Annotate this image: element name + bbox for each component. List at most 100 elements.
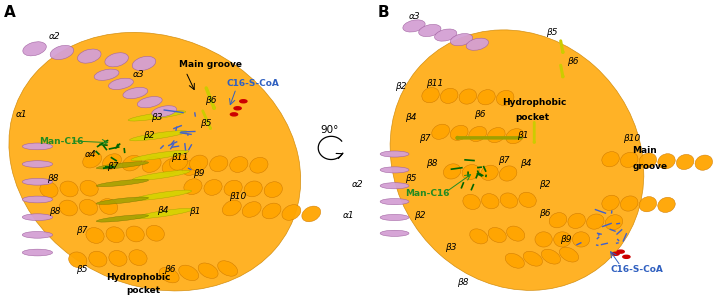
Ellipse shape <box>131 150 189 161</box>
Ellipse shape <box>105 53 128 67</box>
Text: β6: β6 <box>205 96 217 105</box>
Ellipse shape <box>500 166 517 181</box>
Ellipse shape <box>658 197 675 213</box>
Ellipse shape <box>198 263 218 278</box>
Ellipse shape <box>639 197 657 212</box>
Circle shape <box>230 113 238 116</box>
Text: β6: β6 <box>164 265 176 275</box>
Text: β8: β8 <box>47 174 58 183</box>
Text: β6: β6 <box>567 56 579 66</box>
Ellipse shape <box>159 267 179 283</box>
Text: α1: α1 <box>16 110 27 119</box>
Text: β10: β10 <box>229 192 246 201</box>
Ellipse shape <box>138 97 162 108</box>
Text: Main groove: Main groove <box>179 59 242 69</box>
Text: B: B <box>378 5 390 20</box>
Text: Main: Main <box>632 146 657 156</box>
Text: α3: α3 <box>133 70 145 79</box>
Ellipse shape <box>184 179 202 195</box>
Text: α2: α2 <box>49 32 60 41</box>
Ellipse shape <box>380 230 409 236</box>
Ellipse shape <box>123 88 148 99</box>
Ellipse shape <box>639 153 657 168</box>
Ellipse shape <box>451 34 472 46</box>
Ellipse shape <box>23 42 46 56</box>
Ellipse shape <box>500 193 518 208</box>
Ellipse shape <box>568 213 585 228</box>
Text: β8: β8 <box>457 278 469 287</box>
Ellipse shape <box>506 129 523 144</box>
Ellipse shape <box>463 194 480 210</box>
Ellipse shape <box>152 106 176 117</box>
Ellipse shape <box>602 195 619 210</box>
Ellipse shape <box>106 227 125 242</box>
Ellipse shape <box>507 226 525 241</box>
Text: β4: β4 <box>405 113 416 122</box>
Ellipse shape <box>96 162 148 169</box>
Ellipse shape <box>146 225 164 241</box>
Ellipse shape <box>96 197 148 204</box>
Ellipse shape <box>250 157 268 173</box>
Ellipse shape <box>459 89 477 104</box>
Ellipse shape <box>135 208 193 219</box>
Circle shape <box>240 100 247 103</box>
Ellipse shape <box>676 154 694 170</box>
Text: Man-C16: Man-C16 <box>40 137 84 146</box>
Text: pocket: pocket <box>126 286 160 295</box>
Text: C16-S-CoA: C16-S-CoA <box>611 265 663 275</box>
Ellipse shape <box>242 202 261 217</box>
Text: β5: β5 <box>76 265 87 275</box>
Ellipse shape <box>59 200 78 216</box>
Circle shape <box>612 252 619 255</box>
Ellipse shape <box>380 167 409 173</box>
Text: Hydrophobic: Hydrophobic <box>107 273 171 282</box>
Ellipse shape <box>224 180 242 196</box>
Ellipse shape <box>658 154 675 169</box>
Ellipse shape <box>86 228 104 243</box>
Ellipse shape <box>496 90 514 106</box>
Ellipse shape <box>450 125 468 140</box>
Ellipse shape <box>40 182 58 198</box>
Ellipse shape <box>422 88 439 103</box>
Ellipse shape <box>189 155 208 171</box>
Ellipse shape <box>488 228 506 242</box>
Ellipse shape <box>621 196 638 211</box>
Text: β9: β9 <box>560 235 572 244</box>
Ellipse shape <box>143 157 161 172</box>
Text: β2: β2 <box>143 131 154 140</box>
Text: β5: β5 <box>405 174 416 183</box>
Ellipse shape <box>469 229 488 244</box>
Text: β4: β4 <box>520 159 531 168</box>
Ellipse shape <box>282 205 301 220</box>
Ellipse shape <box>22 143 53 150</box>
Ellipse shape <box>419 24 441 37</box>
Ellipse shape <box>487 127 505 143</box>
Ellipse shape <box>132 56 156 70</box>
Text: β1: β1 <box>189 207 200 217</box>
Text: α1: α1 <box>343 210 354 220</box>
Text: A: A <box>4 5 15 20</box>
Ellipse shape <box>380 199 409 205</box>
Text: groove: groove <box>632 162 667 171</box>
Ellipse shape <box>134 190 192 200</box>
Ellipse shape <box>182 160 201 175</box>
Ellipse shape <box>79 199 98 215</box>
Ellipse shape <box>469 126 487 142</box>
Text: β6: β6 <box>539 209 550 218</box>
Ellipse shape <box>230 156 248 172</box>
Ellipse shape <box>130 131 187 141</box>
Ellipse shape <box>109 78 133 89</box>
Ellipse shape <box>22 231 53 238</box>
Ellipse shape <box>441 88 458 103</box>
Ellipse shape <box>94 69 119 80</box>
Ellipse shape <box>210 156 228 172</box>
Text: β6: β6 <box>474 110 485 119</box>
Text: β5: β5 <box>200 119 212 128</box>
Circle shape <box>623 255 630 258</box>
Text: α3: α3 <box>408 12 420 21</box>
Ellipse shape <box>262 203 281 219</box>
Ellipse shape <box>22 249 53 256</box>
Ellipse shape <box>9 32 301 291</box>
Ellipse shape <box>126 226 144 242</box>
Ellipse shape <box>264 182 282 198</box>
